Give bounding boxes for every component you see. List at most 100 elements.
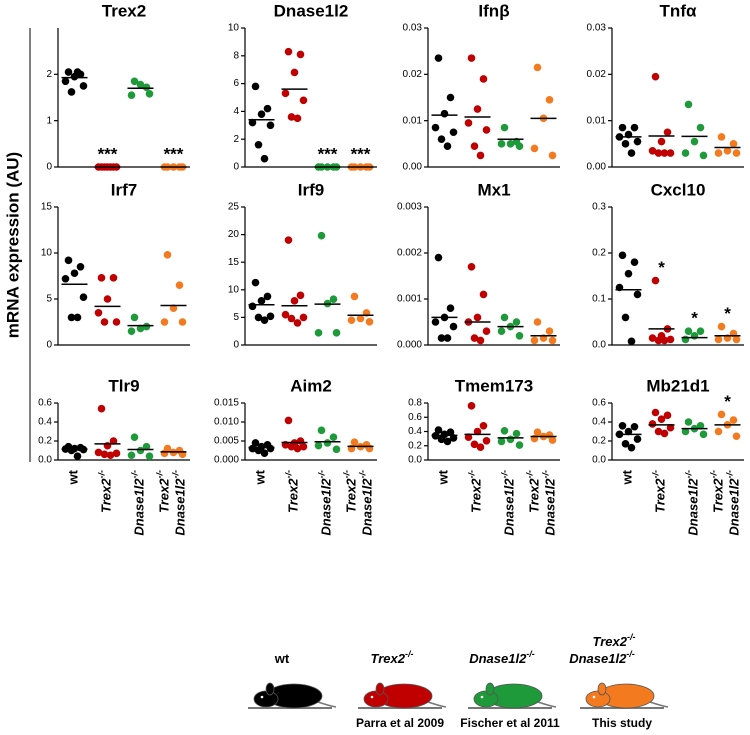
mouse-tail — [537, 701, 557, 708]
data-point — [690, 137, 699, 146]
mouse-head — [363, 690, 389, 708]
group-label: Dnase1l2-/- — [171, 470, 188, 536]
data-point — [500, 426, 509, 435]
group-label: Trex2-/- — [593, 632, 636, 649]
y-tick-label: 4 — [233, 106, 239, 117]
group-label-text: Trex2 — [593, 634, 628, 649]
data-point — [94, 309, 103, 317]
data-point — [263, 292, 272, 301]
data-point — [136, 324, 145, 333]
data-point — [732, 149, 741, 157]
panel-title: Aim2 — [290, 376, 332, 395]
y-tick-label: 0.2 — [408, 440, 422, 451]
y-tick-label: 10 — [41, 248, 53, 259]
y-tick-label: 0.4 — [38, 417, 52, 428]
citation: Fischer et al 2011 — [460, 716, 560, 730]
data-point — [350, 292, 359, 301]
data-point — [690, 332, 699, 340]
data-point — [103, 295, 112, 303]
data-point — [660, 149, 669, 157]
y-axis-label: mRNA expression (AU) — [3, 152, 22, 338]
y-tick-label: 25 — [228, 202, 240, 213]
group-label-sup: -/- — [627, 632, 636, 642]
data-point — [512, 318, 521, 326]
data-point — [356, 314, 365, 323]
data-point — [437, 334, 446, 342]
data-point — [696, 422, 705, 430]
data-point — [61, 77, 70, 86]
group-label: Dnase1l2-/- — [684, 470, 701, 536]
data-point — [633, 435, 642, 443]
data-point — [163, 251, 172, 259]
significance: * — [724, 392, 731, 411]
y-tick-label: 0.0 — [592, 340, 606, 351]
y-tick-label: 0.003 — [397, 202, 422, 213]
group-label-sup: -/- — [358, 470, 368, 479]
data-point — [254, 313, 263, 322]
group-label: wt — [436, 469, 451, 485]
data-point — [160, 318, 169, 326]
panel-title: Irf9 — [298, 180, 324, 199]
data-point — [533, 63, 542, 72]
data-point — [621, 313, 630, 322]
y-tick-label: 2 — [233, 134, 239, 145]
mouse-tail — [649, 701, 669, 708]
y-tick-label: 0.000 — [214, 455, 239, 466]
data-point — [437, 135, 446, 143]
panel-title: Ifnβ — [478, 1, 509, 20]
data-point — [443, 142, 452, 150]
panel-title: Cxcl10 — [651, 180, 706, 199]
data-point — [350, 438, 359, 446]
data-point — [729, 416, 738, 424]
data-point — [666, 335, 675, 344]
group-label: Dnase1l2-/- — [569, 649, 635, 666]
group-label-sup: -/- — [342, 470, 352, 479]
y-tick-label: 0.8 — [408, 398, 422, 409]
panel-title: Mb21d1 — [646, 376, 709, 395]
data-point — [290, 297, 299, 305]
data-point — [446, 93, 455, 102]
significance: *** — [164, 144, 184, 163]
group-label-text: Dnase1l2 — [502, 478, 517, 536]
data-point — [76, 263, 85, 271]
data-point — [648, 334, 657, 342]
group-label-text: Dnase1l2 — [319, 478, 334, 536]
data-point — [624, 269, 633, 278]
data-point — [666, 423, 675, 432]
data-point — [112, 449, 121, 458]
data-point — [470, 334, 479, 342]
data-point — [437, 435, 446, 444]
data-point — [467, 402, 476, 410]
y-tick-label: 5 — [46, 294, 52, 305]
group-label-sup: -/- — [651, 470, 661, 479]
data-point — [618, 251, 627, 260]
group-label: Trex2-/- — [155, 470, 172, 513]
data-point — [251, 82, 260, 91]
group-label-text: Trex2 — [711, 478, 726, 513]
data-point — [545, 96, 554, 104]
group-label: Trex2-/- — [651, 470, 668, 513]
data-point — [112, 318, 121, 326]
y-tick-label: 0.03 — [587, 23, 607, 34]
mouse-tail — [317, 701, 337, 708]
data-point — [248, 302, 257, 311]
group-label-text: Dnase1l2 — [543, 478, 558, 536]
data-point — [717, 133, 726, 141]
significance: * — [691, 309, 698, 328]
data-point — [254, 140, 263, 149]
data-point — [497, 327, 506, 336]
y-tick-label: 0.005 — [214, 436, 239, 447]
data-point — [684, 418, 693, 426]
data-point — [61, 274, 70, 283]
data-point — [729, 140, 738, 148]
data-point — [515, 142, 524, 150]
data-point — [654, 149, 663, 157]
data-point — [473, 313, 482, 322]
data-point — [287, 314, 296, 323]
data-point — [169, 304, 178, 313]
y-tick-label: 2 — [46, 69, 52, 80]
data-point — [293, 319, 302, 327]
y-tick-label: 0.6 — [408, 412, 422, 423]
data-point — [530, 336, 539, 345]
data-point — [434, 54, 443, 62]
